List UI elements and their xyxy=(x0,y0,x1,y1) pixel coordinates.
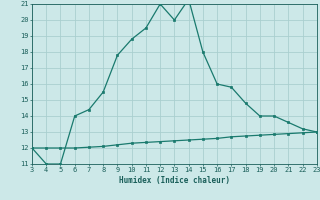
X-axis label: Humidex (Indice chaleur): Humidex (Indice chaleur) xyxy=(119,176,230,185)
